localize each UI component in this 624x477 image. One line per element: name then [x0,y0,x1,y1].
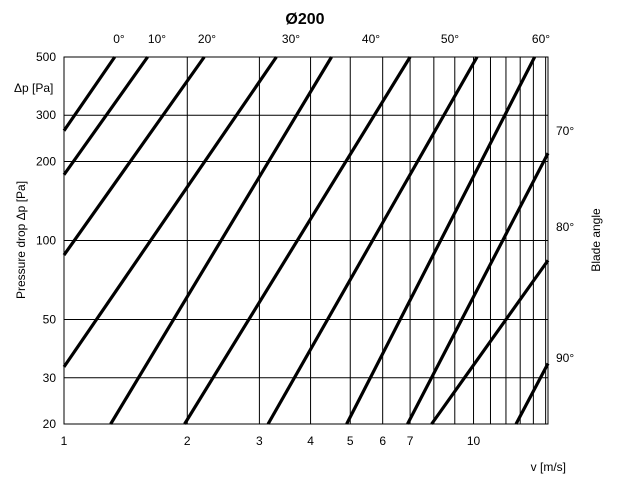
blade-angle-label-top: 0° [113,32,125,46]
x-tick-label: 1 [61,434,68,448]
blade-angle-labels-right: 70° 80° 90° [556,124,574,365]
y-tick-label: 200 [36,154,56,168]
y-tick-label: 20 [43,417,57,431]
series-line-2 [62,56,206,256]
blade-angle-label-right: 80° [556,220,574,234]
series-line-1 [62,56,149,176]
x-axis-label: v [m/s] [531,460,566,474]
y-unit-label: Δp [Pa] [14,81,53,95]
y-tick-label: 50 [43,313,57,327]
y-tick-label: 500 [36,50,56,64]
x-tick-label: 2 [184,434,191,448]
plot-frame [63,56,549,425]
blade-angle-label-top: 60° [532,32,550,46]
series-lines [62,56,550,425]
y-tick-label: 30 [43,371,57,385]
series-line-8 [406,152,550,425]
blade-angle-labels-top: 0° 10° 20° 30° 40° 50° 60° [113,32,550,46]
blade-angle-label-top: 40° [362,32,380,46]
series-line-3 [62,56,278,368]
x-tick-label: 3 [256,434,263,448]
x-tick-label: 4 [307,434,314,448]
blade-angle-label-top: 30° [282,32,300,46]
blade-angle-label-top: 10° [148,32,166,46]
blade-angle-label-right: 70° [556,124,574,138]
y-tick-label: 300 [36,108,56,122]
x-tick-labels: 1 2 3 4 5 6 7 10 [61,434,481,448]
blade-angle-label-right: 90° [556,351,574,365]
series-line-5 [183,56,412,425]
blade-angle-label-top: 50° [441,32,459,46]
x-tick-label: 6 [379,434,386,448]
y-tick-labels: 20 30 50 100 200 300 500 [36,50,56,431]
right-axis-label: Blade angle [589,208,603,272]
series-line-4 [109,56,333,425]
blade-angle-label-top: 20° [198,32,216,46]
series-line-0 [62,56,117,132]
y-tick-label: 100 [36,234,56,248]
grid [64,57,548,424]
x-tick-label: 5 [347,434,354,448]
series-line-7 [345,56,537,425]
x-tick-label: 10 [467,434,481,448]
chart-title: Ø200 [285,11,324,28]
y-axis-label: Pressure drop Δp [Pa] [14,181,28,299]
series-line-6 [266,56,479,425]
series-line-10 [514,362,550,425]
series-line-9 [430,259,550,425]
x-tick-label: 7 [407,434,414,448]
